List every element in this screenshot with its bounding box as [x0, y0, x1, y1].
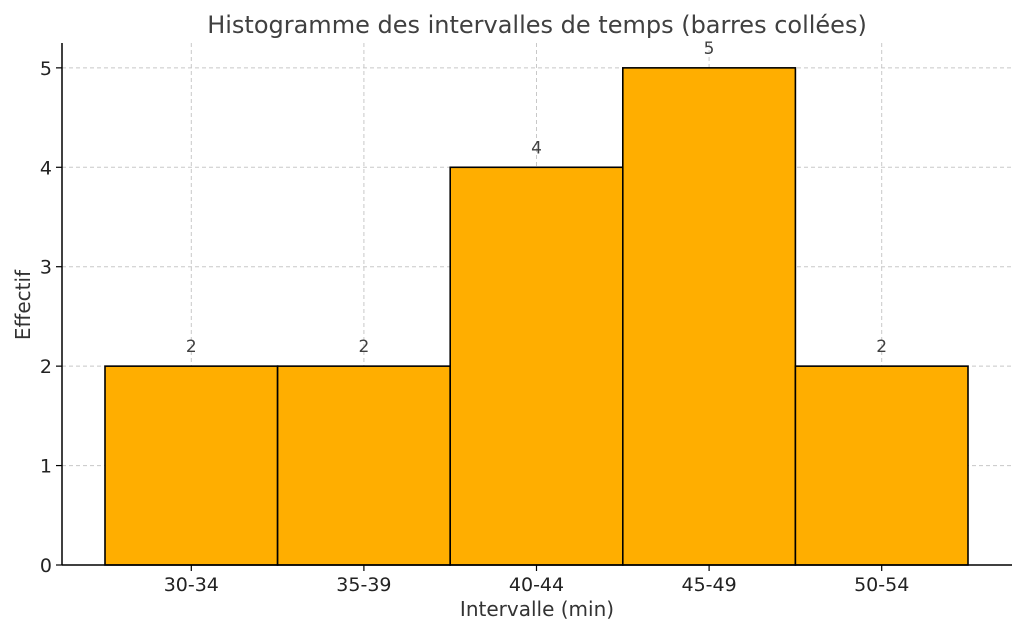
y-tick-label: 5 — [40, 58, 52, 80]
y-axis-label: Effectif — [11, 269, 35, 340]
bar-value-label: 5 — [704, 39, 715, 59]
bar — [276, 365, 452, 566]
bar-value-label: 2 — [876, 337, 887, 357]
bar — [621, 67, 797, 566]
y-tick-label: 2 — [40, 356, 52, 378]
bar — [104, 365, 279, 566]
y-tick-label: 3 — [40, 257, 52, 279]
x-tick-label: 40-44 — [509, 574, 564, 596]
bar — [449, 166, 624, 566]
bar — [794, 365, 969, 566]
ticks-layer: 0 1 2 3 4 5 30-34 35-39 40-44 45-49 50-54 — [40, 58, 909, 596]
bar-value-label: 4 — [531, 138, 542, 158]
bars-layer — [104, 67, 969, 566]
bar-value-label: 2 — [186, 337, 197, 357]
y-tick-label: 4 — [40, 157, 52, 179]
bar-value-label: 2 — [358, 337, 369, 357]
y-tick-label: 1 — [40, 456, 52, 478]
x-tick-label: 45-49 — [681, 574, 736, 596]
x-tick-label: 50-54 — [854, 574, 909, 596]
data-labels-layer: 2 2 4 5 2 — [186, 39, 887, 357]
x-axis-label: Intervalle (min) — [460, 597, 614, 621]
x-tick-label: 30-34 — [164, 574, 219, 596]
x-tick-label: 35-39 — [336, 574, 391, 596]
y-tick-label: 0 — [40, 555, 52, 577]
chart-title: Histogramme des intervalles de temps (ba… — [207, 11, 867, 39]
